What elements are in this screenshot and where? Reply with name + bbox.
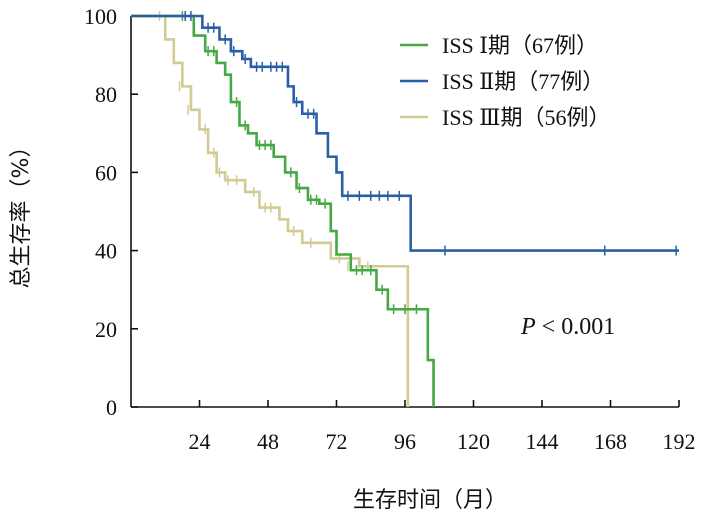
series-1 [131, 11, 435, 407]
p-value-italic: P [520, 314, 536, 340]
y-tick-label: 100 [84, 4, 117, 29]
x-tick-label: 96 [394, 429, 416, 454]
x-axis-title: 生存时间（月） [353, 488, 507, 513]
x-tick-label: 120 [457, 429, 490, 454]
y-tick-label: 0 [106, 395, 117, 420]
y-axis-title: 总生存率（%） [9, 136, 34, 289]
survival-line [131, 14, 435, 407]
x-tick-label: 192 [663, 429, 696, 454]
legend-item-2: ISS Ⅱ期（77例） [400, 69, 604, 94]
y-tick-label: 80 [95, 82, 117, 107]
x-tick-label: 72 [326, 429, 348, 454]
legend-item-1: ISS Ⅰ期（67例） [400, 33, 598, 58]
survival-curves [131, 11, 679, 407]
y-tick-label: 40 [95, 239, 117, 264]
survival-line [131, 14, 679, 252]
series-3 [131, 11, 410, 407]
legend-item-3: ISS Ⅲ期（56例） [400, 105, 611, 130]
y-tick-label: 20 [95, 317, 117, 342]
p-value-rest: < 0.001 [536, 314, 616, 340]
y-tick-label: 60 [95, 160, 117, 185]
x-tick-label: 168 [594, 429, 627, 454]
x-tick-label: 48 [257, 429, 279, 454]
ticks: 0 20 40 60 80 100 24 48 72 96 120 144 168 192 [84, 4, 696, 454]
legend-label: ISS Ⅰ期（67例） [442, 33, 598, 58]
series-2 [131, 11, 679, 256]
legend: ISS Ⅰ期（67例） ISS Ⅱ期（77例） ISS Ⅲ期（56例） [400, 33, 611, 130]
x-tick-label: 144 [526, 429, 559, 454]
legend-label: ISS Ⅲ期（56例） [442, 105, 611, 130]
x-tick-label: 24 [189, 429, 211, 454]
p-value-annotation: P < 0.001 [520, 314, 615, 340]
survival-line [131, 14, 410, 407]
legend-label: ISS Ⅱ期（77例） [442, 69, 604, 94]
